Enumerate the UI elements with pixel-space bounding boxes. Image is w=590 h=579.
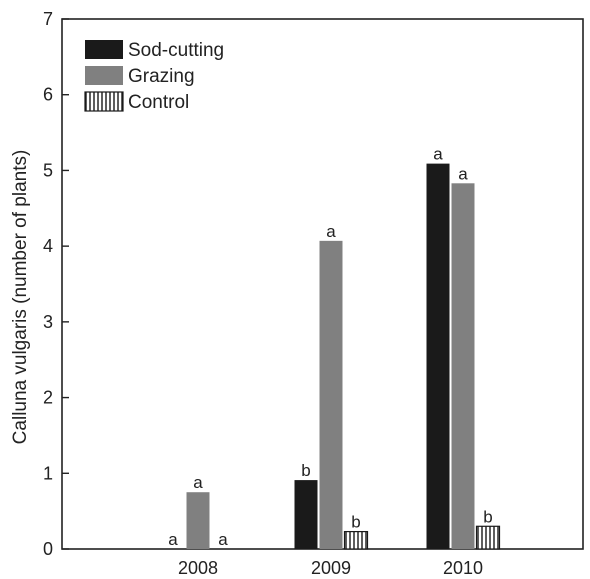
y-tick-label: 0 xyxy=(43,539,53,559)
y-tick-label: 4 xyxy=(43,236,53,256)
bar-significance-label: b xyxy=(351,513,360,532)
bar-significance-label: a xyxy=(458,164,468,183)
y-tick-label: 2 xyxy=(43,388,53,408)
bar xyxy=(426,163,450,549)
legend-label: Control xyxy=(128,92,189,113)
bar-significance-label: a xyxy=(193,473,203,492)
y-tick-label: 1 xyxy=(43,463,53,483)
legend-swatch xyxy=(85,66,123,85)
bar xyxy=(294,480,318,549)
bar-significance-label: a xyxy=(168,530,178,549)
legend-label: Sod-cutting xyxy=(128,40,224,61)
y-tick-label: 5 xyxy=(43,160,53,180)
x-tick-label: 2008 xyxy=(178,558,218,578)
x-tick-label: 2009 xyxy=(311,558,351,578)
y-tick-label: 7 xyxy=(43,9,53,29)
bar xyxy=(186,492,210,549)
bar-significance-label: a xyxy=(218,530,228,549)
y-axis-title: Calluna vulgaris (number of plants) xyxy=(10,150,31,445)
bar xyxy=(343,530,369,550)
x-tick-label: 2010 xyxy=(443,558,483,578)
bar-significance-label: b xyxy=(483,507,492,526)
y-tick-label: 6 xyxy=(43,85,53,105)
bar-significance-label: b xyxy=(301,461,310,480)
legend-swatch xyxy=(85,40,123,59)
legend-swatch xyxy=(84,91,124,112)
bar xyxy=(475,525,501,550)
legend-label: Grazing xyxy=(128,66,195,87)
y-tick-label: 3 xyxy=(43,312,53,332)
bar-significance-label: a xyxy=(433,145,443,164)
bar-significance-label: a xyxy=(326,222,336,241)
bar xyxy=(451,183,475,550)
bar xyxy=(319,240,343,550)
